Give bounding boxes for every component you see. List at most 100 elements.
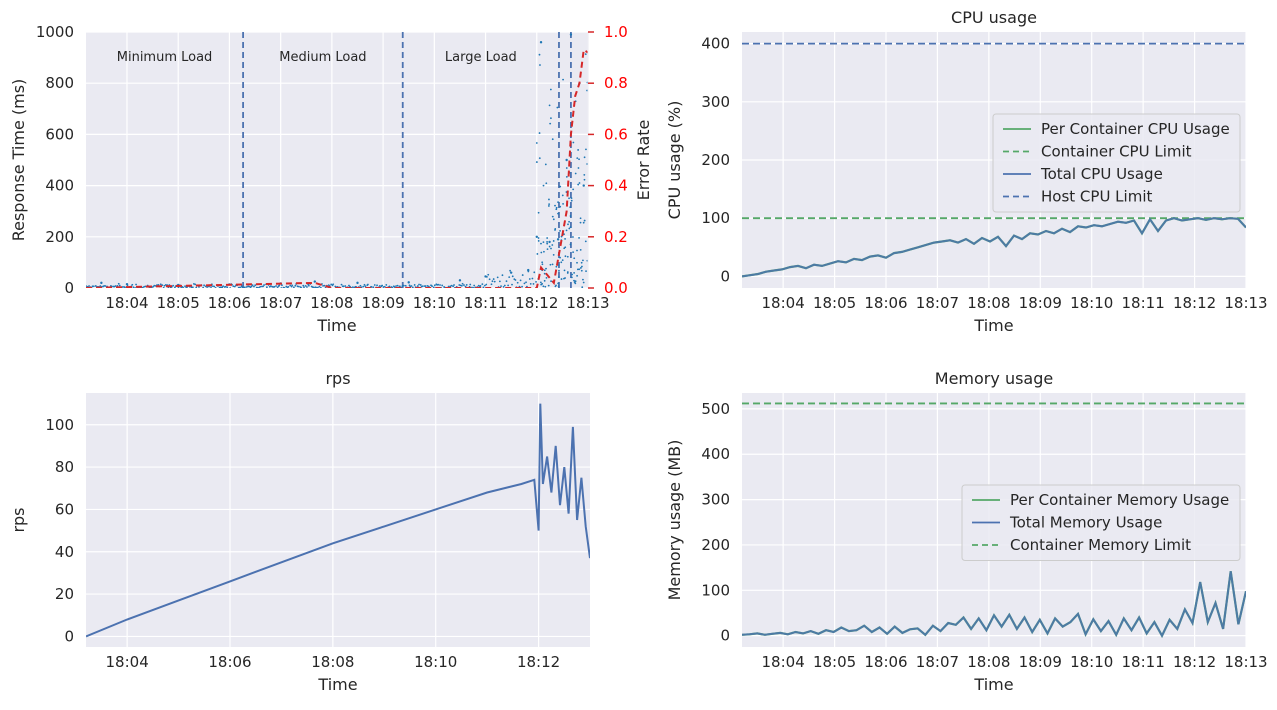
response-point	[542, 184, 545, 187]
y-tick-label: 400	[701, 445, 730, 463]
response-point	[546, 248, 549, 250]
response-point	[332, 283, 335, 286]
right-tick-label: 0.2	[604, 228, 628, 246]
response-point	[566, 255, 569, 258]
x-tick-label: 18:09	[361, 294, 404, 312]
response-point	[543, 272, 546, 275]
response-point	[253, 285, 255, 288]
response-point	[157, 283, 160, 286]
response-point	[220, 286, 222, 288]
response-point	[224, 285, 227, 288]
y-tick-label: 200	[701, 151, 730, 169]
response-point	[182, 287, 185, 288]
response-point	[422, 285, 424, 288]
response-point	[573, 257, 576, 260]
response-point	[576, 261, 578, 264]
response-point	[552, 240, 555, 242]
response-point	[398, 285, 401, 288]
response-point	[571, 273, 574, 276]
response-point	[585, 148, 587, 151]
response-point	[564, 238, 566, 240]
response-point	[218, 286, 221, 288]
response-point	[342, 285, 345, 288]
response-point	[245, 286, 248, 288]
response-point	[566, 271, 569, 273]
response-point	[519, 279, 522, 282]
response-point	[502, 286, 505, 288]
y-tick-label: 100	[45, 416, 74, 434]
x-tick-label: 18:10	[1070, 294, 1113, 312]
x-tick-label: 18:04	[106, 653, 149, 671]
x-tick-label: 18:11	[464, 294, 507, 312]
response-point	[584, 53, 587, 56]
response-point	[373, 284, 376, 286]
response-point	[574, 282, 577, 285]
x-tick-label: 18:13	[1224, 294, 1267, 312]
response-point	[527, 270, 530, 273]
y-tick-label: 0	[720, 267, 730, 285]
response-point	[159, 283, 162, 286]
response-point	[418, 283, 420, 286]
response-point	[144, 285, 147, 288]
x-tick-label: 18:07	[916, 294, 959, 312]
response-point	[351, 286, 354, 288]
x-tick-label: 18:13	[566, 294, 609, 312]
x-tick-label: 18:12	[1173, 653, 1216, 671]
response-point	[319, 286, 322, 288]
response-point	[582, 281, 585, 284]
x-tick-label: 18:07	[259, 294, 302, 312]
response-point	[535, 142, 538, 144]
response-point	[539, 64, 541, 66]
response-point	[559, 256, 561, 259]
chart-1: 18:04 18:05 18:06 18:07 18:08 18:09 18:10 18:11…	[665, 8, 1268, 335]
response-point	[402, 284, 405, 287]
response-point	[562, 202, 564, 205]
x-tick-label: 18:08	[311, 653, 354, 671]
response-point	[576, 157, 579, 160]
response-point	[473, 284, 476, 287]
response-point	[275, 285, 277, 287]
response-point	[213, 285, 216, 288]
response-point	[535, 280, 537, 283]
response-point	[372, 286, 375, 288]
plot-area	[86, 32, 588, 288]
response-point	[560, 261, 563, 264]
response-point	[582, 221, 585, 224]
response-point	[558, 269, 560, 272]
right-tick-label: 1.0	[604, 23, 628, 41]
response-point	[487, 273, 490, 276]
response-point	[554, 229, 556, 231]
x-tick-label: 18:05	[813, 294, 856, 312]
rps-line	[86, 403, 590, 638]
response-point	[521, 285, 523, 288]
response-point	[547, 205, 550, 207]
response-point	[172, 284, 175, 287]
response-point	[546, 237, 549, 239]
x-tick-label: 18:10	[413, 294, 456, 312]
response-point	[528, 278, 531, 280]
response-point	[292, 286, 295, 288]
response-point	[572, 251, 575, 254]
response-point	[544, 163, 547, 166]
response-point	[557, 201, 559, 204]
response-point	[163, 284, 166, 287]
response-point	[486, 275, 488, 278]
response-point	[124, 286, 126, 288]
response-point	[323, 284, 326, 287]
response-point	[410, 285, 413, 287]
response-point	[535, 235, 538, 238]
response-point	[364, 285, 367, 288]
response-point	[94, 285, 97, 287]
response-point	[363, 283, 366, 286]
response-point	[307, 284, 310, 287]
x-tick-label: 18:05	[813, 653, 856, 671]
legend-label: Per Container Memory Usage	[1010, 491, 1229, 509]
response-point	[568, 220, 570, 223]
response-point	[296, 285, 299, 288]
response-point	[443, 286, 446, 288]
response-point	[567, 223, 569, 226]
response-point	[322, 284, 324, 287]
response-point	[401, 285, 404, 287]
y-tick-label: 40	[55, 543, 74, 561]
